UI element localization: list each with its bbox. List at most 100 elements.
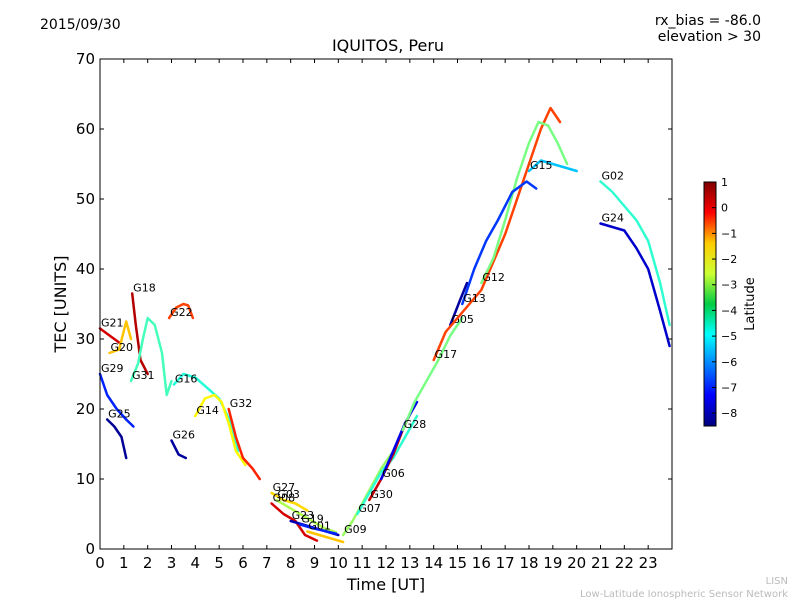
series-label: G17 (435, 348, 458, 361)
series-label: G16 (175, 373, 198, 386)
series-line (130, 292, 149, 376)
series-label: G13 (463, 292, 486, 305)
y-tick-label: 70 (76, 50, 95, 68)
x-tick-label: 13 (400, 554, 419, 572)
series-g12: G12 (480, 120, 569, 285)
colorbar-tick-label: 0 (721, 202, 728, 215)
x-tick-label: 15 (448, 554, 467, 572)
series-line (449, 281, 469, 327)
series-label: G15 (530, 159, 553, 172)
x-axis: 0 1 2 3 4 5 6 7 8 9 10 11 12 13 14 15 16 17 18 19 20 21 22 23 (95, 59, 658, 572)
x-tick-label: 17 (496, 554, 515, 572)
y-axis: 0 10 20 30 40 50 60 70 (76, 50, 672, 558)
series-line (270, 491, 309, 512)
series-label: G03 (277, 488, 300, 501)
series-g17: G17 (432, 106, 562, 362)
series-g03: G03 (275, 488, 338, 534)
series-label: G07 (358, 502, 381, 515)
x-tick-label: 4 (191, 554, 201, 572)
series-label: G12 (482, 271, 505, 284)
x-tick-label: 7 (262, 554, 272, 572)
series-label: G30 (370, 488, 393, 501)
series-line (599, 180, 671, 327)
series-line (129, 316, 173, 397)
series-line (108, 320, 133, 355)
series-label: G22 (170, 306, 193, 319)
series-g01: G01 (306, 520, 345, 544)
series-line (599, 222, 671, 348)
series-g19: G19 (298, 513, 338, 535)
x-tick-label: 18 (519, 554, 538, 572)
colorbar-tick-label: −3 (721, 279, 737, 292)
y-tick-label: 60 (76, 120, 95, 138)
series-line (306, 530, 345, 544)
x-tick-label: 14 (424, 554, 443, 572)
x-tick-label: 0 (95, 554, 105, 572)
series-line (401, 316, 464, 432)
series-label: G29 (101, 362, 124, 375)
colorbar-tick-label: −6 (721, 356, 737, 369)
x-tick-label: 8 (286, 554, 296, 572)
series-g32: G32 (227, 397, 261, 481)
x-tick-label: 23 (639, 554, 658, 572)
series-g15: G15 (527, 159, 578, 173)
series-g26: G26 (170, 429, 196, 460)
series-line (527, 159, 578, 173)
x-tick-label: 2 (143, 554, 153, 572)
series-g25: G25 (105, 408, 131, 460)
series-g31: G31 (129, 316, 173, 397)
chart-title: IQUITOS, Peru (331, 36, 445, 55)
series-line (170, 439, 188, 460)
colorbar-tick-label: −7 (721, 381, 737, 394)
colorbar-gradient (703, 181, 717, 427)
y-axis-label: TEC [UNITS] (51, 256, 70, 354)
y-tick-label: 10 (76, 470, 95, 488)
series-label: G06 (382, 467, 405, 480)
series-label: G21 (101, 317, 124, 330)
x-axis-label: Time [UT] (346, 575, 425, 594)
colorbar-tick-label: −5 (721, 330, 737, 343)
x-tick-label: 19 (543, 554, 562, 572)
series-g02: G02 (599, 170, 671, 327)
colorbar-tick-label: −2 (721, 253, 737, 266)
x-tick-label: 6 (238, 554, 248, 572)
y-tick-label: 30 (76, 330, 95, 348)
series-label: G02 (602, 170, 625, 183)
x-tick-label: 21 (591, 554, 610, 572)
series-line (167, 302, 195, 320)
series-g13: G13 (461, 180, 538, 306)
date-label: 2015/09/30 (40, 17, 121, 33)
colorbar-ticks: 1 0 −1 −2 −3 −4 −5 −6 −7 −8 (712, 176, 737, 420)
elevation-label: elevation > 30 (657, 29, 761, 45)
y-tick-label: 50 (76, 190, 95, 208)
series-line (275, 498, 338, 534)
series-label: G24 (602, 212, 625, 225)
series-line (298, 523, 338, 535)
y-tick-label: 20 (76, 400, 95, 418)
series-g08: G08 (270, 492, 319, 542)
x-tick-label: 9 (310, 554, 320, 572)
series-label: G14 (196, 404, 219, 417)
x-tick-label: 20 (567, 554, 586, 572)
x-tick-label: 1 (119, 554, 129, 572)
series-g27: G27 (270, 481, 309, 512)
series-g18: G18 (130, 282, 156, 376)
x-tick-label: 22 (615, 554, 634, 572)
series-label: G19 (301, 513, 324, 526)
footer-network: Low-Latitude Ionospheric Sensor Network (580, 589, 788, 600)
y-tick-label: 0 (85, 540, 95, 558)
series-g20: G20 (108, 320, 134, 355)
series-label: G20 (111, 341, 134, 354)
series-label: G26 (173, 429, 196, 442)
series-label: G09 (344, 523, 367, 536)
x-tick-label: 12 (376, 554, 395, 572)
series-line (194, 393, 247, 467)
series-label: G27 (273, 481, 296, 494)
data-series: G21G20G29G25G18G31G22G26G16G14G32G27G03G… (98, 106, 671, 544)
series-label: G05 (451, 313, 474, 326)
series-label: G32 (230, 397, 253, 410)
x-tick-label: 5 (214, 554, 224, 572)
series-g24: G24 (599, 212, 671, 348)
series-g29: G29 (98, 362, 135, 428)
colorbar: 1 0 −1 −2 −3 −4 −5 −6 −7 −8 Latitude (703, 176, 758, 427)
